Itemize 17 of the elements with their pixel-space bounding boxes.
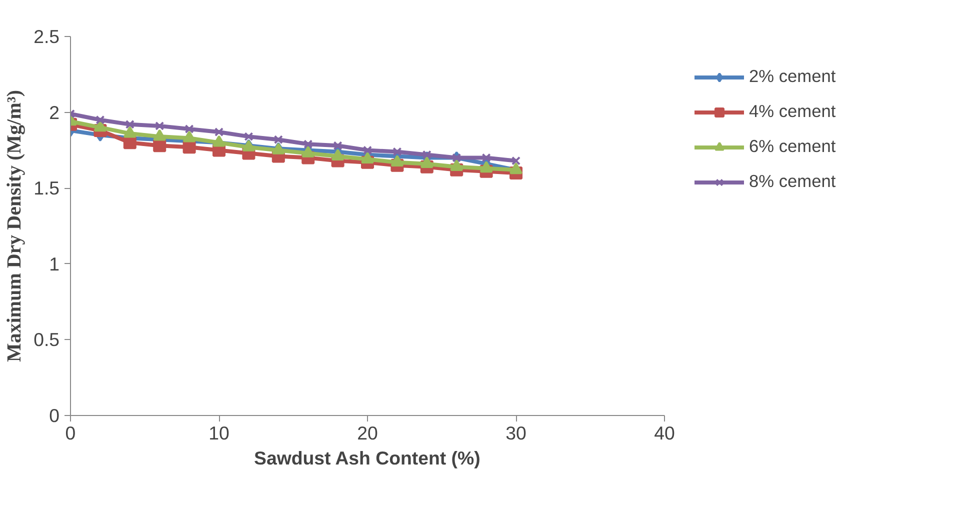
- x-tick-label: 20: [357, 422, 378, 444]
- y-tick-label: 2.5: [34, 26, 60, 47]
- y-tick-label: 0: [49, 405, 60, 426]
- x-tick-label: 30: [506, 422, 526, 444]
- y-tick-label: 0.5: [34, 329, 60, 350]
- y-tick-label: 1: [49, 253, 60, 274]
- x-tick-label: 10: [208, 422, 230, 444]
- x-tick-label: 40: [654, 422, 675, 444]
- legend-label: 6% cement: [749, 136, 836, 157]
- x-axis-title: Sawdust Ash Content (%): [254, 448, 480, 468]
- y-axis-title: Maximum Dry Density (Mg/m³): [4, 90, 26, 362]
- legend-label: 2% cement: [749, 66, 836, 87]
- y-tick-label: 1.5: [34, 178, 60, 199]
- legend-label: 4% cement: [749, 101, 836, 122]
- legend-label: 8% cement: [749, 171, 836, 192]
- x-tick-label: 0: [65, 422, 76, 444]
- y-tick-label: 2: [49, 102, 60, 123]
